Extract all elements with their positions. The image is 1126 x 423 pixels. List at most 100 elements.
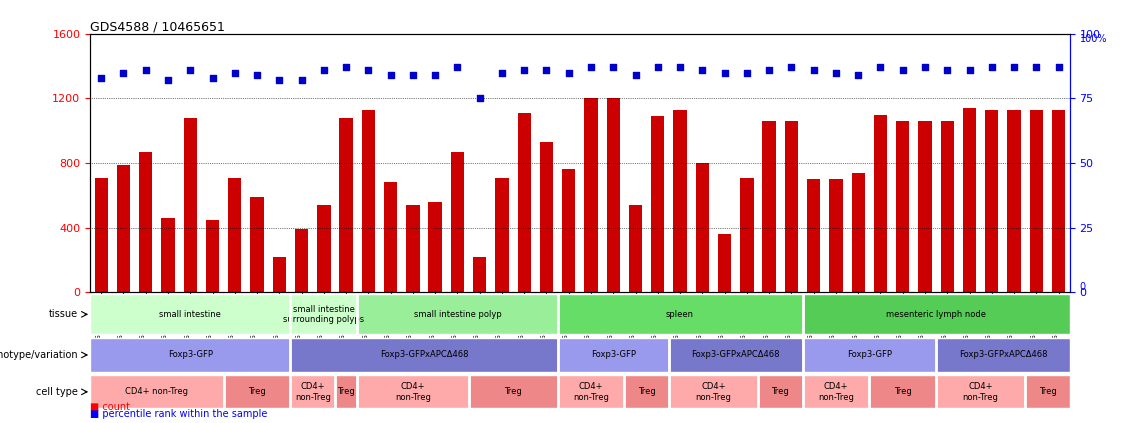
Text: Foxp3-GFPxAPCΔ468: Foxp3-GFPxAPCΔ468 — [691, 350, 780, 360]
Point — [738, 69, 756, 76]
Text: Treg: Treg — [248, 387, 266, 396]
Bar — [206, 220, 220, 292]
Bar — [229, 178, 241, 292]
Bar — [295, 229, 309, 292]
Point — [204, 74, 222, 81]
Bar — [1008, 110, 1021, 292]
Text: Treg: Treg — [1038, 387, 1056, 396]
Bar — [384, 182, 397, 292]
Point — [694, 67, 712, 74]
Bar — [963, 108, 976, 292]
Bar — [339, 118, 352, 292]
Text: Treg: Treg — [894, 387, 912, 396]
Bar — [272, 257, 286, 292]
Bar — [539, 142, 553, 292]
Bar — [740, 178, 753, 292]
Bar — [940, 121, 954, 292]
Text: Foxp3-GFP: Foxp3-GFP — [847, 350, 892, 360]
Bar — [450, 152, 464, 292]
Bar — [95, 178, 108, 292]
Bar — [429, 202, 441, 292]
FancyBboxPatch shape — [90, 338, 291, 371]
Text: GDS4588 / 10465651: GDS4588 / 10465651 — [90, 21, 225, 34]
FancyBboxPatch shape — [557, 338, 669, 371]
Text: Treg: Treg — [771, 387, 789, 396]
Bar — [919, 121, 931, 292]
Bar — [673, 110, 687, 292]
FancyBboxPatch shape — [625, 375, 669, 409]
Point — [136, 67, 154, 74]
FancyBboxPatch shape — [468, 375, 557, 409]
Point — [649, 64, 667, 71]
Bar — [607, 99, 620, 292]
FancyBboxPatch shape — [557, 294, 803, 334]
Bar — [584, 99, 598, 292]
FancyBboxPatch shape — [557, 375, 625, 409]
Point — [605, 64, 623, 71]
FancyBboxPatch shape — [1025, 375, 1070, 409]
Point — [404, 72, 422, 79]
FancyBboxPatch shape — [803, 375, 869, 409]
Bar — [718, 234, 731, 292]
Point — [938, 67, 956, 74]
Bar — [495, 178, 509, 292]
Text: Treg: Treg — [338, 387, 355, 396]
Point — [426, 72, 444, 79]
Point — [872, 64, 890, 71]
Text: Foxp3-GFP: Foxp3-GFP — [168, 350, 213, 360]
Text: Foxp3-GFPxAPCΔ468: Foxp3-GFPxAPCΔ468 — [958, 350, 1047, 360]
Point — [915, 64, 933, 71]
Bar — [807, 179, 821, 292]
Bar — [829, 179, 842, 292]
FancyBboxPatch shape — [936, 375, 1025, 409]
Point — [983, 64, 1001, 71]
FancyBboxPatch shape — [291, 294, 357, 334]
Text: ■ count: ■ count — [90, 402, 131, 412]
Bar — [874, 115, 887, 292]
FancyBboxPatch shape — [803, 294, 1070, 334]
Point — [115, 69, 133, 76]
Bar — [896, 121, 910, 292]
FancyBboxPatch shape — [803, 338, 936, 371]
Text: small intestine
surrounding polyps: small intestine surrounding polyps — [284, 305, 365, 324]
FancyBboxPatch shape — [224, 375, 291, 409]
FancyBboxPatch shape — [291, 338, 557, 371]
Point — [826, 69, 844, 76]
Bar — [985, 110, 999, 292]
FancyBboxPatch shape — [291, 375, 336, 409]
Bar — [518, 113, 531, 292]
Text: CD4+
non-Treg: CD4+ non-Treg — [295, 382, 331, 401]
Point — [960, 67, 978, 74]
Text: small intestine: small intestine — [160, 310, 221, 319]
Point — [582, 64, 600, 71]
FancyBboxPatch shape — [336, 375, 357, 409]
FancyBboxPatch shape — [936, 338, 1070, 371]
Text: Foxp3-GFPxAPCΔ468: Foxp3-GFPxAPCΔ468 — [379, 350, 468, 360]
Bar — [762, 121, 776, 292]
Point — [337, 64, 355, 71]
FancyBboxPatch shape — [669, 338, 803, 371]
FancyBboxPatch shape — [90, 294, 291, 334]
Point — [315, 67, 333, 74]
Text: cell type: cell type — [36, 387, 79, 397]
Bar — [406, 205, 420, 292]
Point — [805, 67, 823, 74]
Text: CD4+
non-Treg: CD4+ non-Treg — [395, 382, 431, 401]
Point — [270, 77, 288, 84]
Point — [248, 72, 266, 79]
Point — [1049, 64, 1067, 71]
Text: CD4+
non-Treg: CD4+ non-Treg — [963, 382, 999, 401]
Point — [626, 72, 644, 79]
Text: Foxp3-GFP: Foxp3-GFP — [591, 350, 636, 360]
Point — [92, 74, 110, 81]
Bar — [562, 170, 575, 292]
FancyBboxPatch shape — [357, 375, 468, 409]
Bar — [651, 116, 664, 292]
Text: small intestine polyp: small intestine polyp — [413, 310, 501, 319]
Point — [716, 69, 734, 76]
Point — [537, 67, 555, 74]
Text: spleen: spleen — [667, 310, 694, 319]
Point — [181, 67, 199, 74]
Point — [159, 77, 177, 84]
Point — [560, 69, 578, 76]
